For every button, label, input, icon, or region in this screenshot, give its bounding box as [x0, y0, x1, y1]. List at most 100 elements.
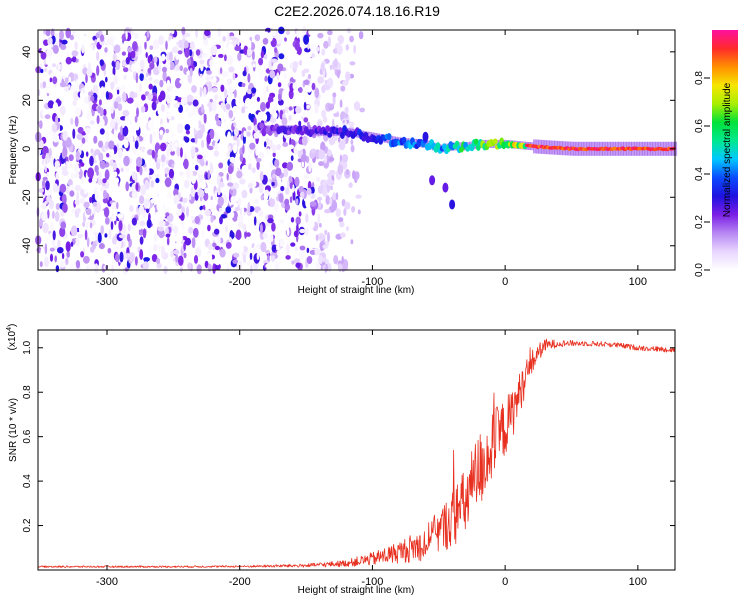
- heatmap-noise-cell: [59, 260, 66, 268]
- heatmap-noise-cell: [125, 240, 129, 248]
- heatmap-noise-cell: [166, 60, 171, 69]
- heatmap-noise-cell: [43, 39, 49, 46]
- heatmap-noise-cell: [40, 247, 45, 258]
- heatmap-noise-cell: [258, 69, 266, 81]
- heatmap-noise-cell: [158, 220, 166, 228]
- heatmap-noise-cell: [318, 161, 324, 167]
- heatmap-noise-cell: [195, 49, 201, 56]
- heatmap-noise-cell: [90, 50, 97, 57]
- heatmap-noise-cell: [166, 191, 172, 199]
- heatmap-noise-cell: [92, 233, 96, 244]
- heatmap-noise-cell: [258, 152, 265, 159]
- heatmap-noise-cell: [179, 147, 183, 158]
- heatmap-noise-cell: [135, 182, 139, 191]
- heatmap-noise-cell: [226, 264, 230, 273]
- heatmap-x-tick-label: -200: [229, 276, 251, 288]
- heatmap-noise-cell: [184, 32, 191, 38]
- heatmap-noise-cell: [291, 260, 295, 265]
- heatmap-noise-cell: [105, 76, 108, 83]
- heatmap-noise-cell: [61, 39, 68, 45]
- heatmap-noise-cell: [333, 58, 338, 69]
- heatmap-noise-cell: [190, 175, 197, 184]
- heatmap-noise-cell: [249, 252, 253, 260]
- heatmap-noise-cell: [49, 77, 53, 83]
- heatmap-noise-cell: [264, 249, 271, 254]
- heatmap-noise-cell: [333, 112, 340, 118]
- heatmap-noise-cell: [269, 233, 274, 243]
- heatmap-noise-cell: [106, 37, 114, 46]
- heatmap-noise-cell: [131, 63, 135, 73]
- heatmap-noise-cell: [131, 171, 137, 181]
- heatmap-noise-cell: [200, 73, 203, 78]
- heatmap-noise-cell: [327, 103, 335, 109]
- heatmap-noise-cell: [175, 254, 179, 263]
- heatmap-noise-cell: [76, 208, 81, 214]
- heatmap-noise-cell: [125, 81, 129, 90]
- heatmap-noise-cell: [115, 253, 120, 263]
- heatmap-noise-cell: [287, 144, 295, 150]
- heatmap-noise-cell: [242, 246, 248, 253]
- heatmap-noise-cell: [92, 241, 97, 250]
- heatmap-noise-cell: [317, 213, 321, 225]
- snr-y-tick-label: 0.8: [22, 385, 33, 399]
- heatmap-noise-cell: [148, 83, 153, 90]
- heatmap-noise-cell: [264, 75, 268, 82]
- heatmap-noise-cell: [256, 161, 260, 170]
- heatmap-noise-cell: [81, 44, 85, 54]
- heatmap-noise-cell: [130, 30, 135, 36]
- heatmap-signal-cell: [325, 125, 330, 132]
- heatmap-noise-cell: [212, 178, 216, 185]
- heatmap-noise-cell: [313, 67, 317, 74]
- heatmap-noise-cell: [227, 131, 232, 142]
- heatmap-noise-cell: [141, 94, 146, 101]
- heatmap-noise-cell: [294, 176, 300, 187]
- heatmap-noise-cell: [43, 159, 46, 168]
- heatmap-noise-cell: [81, 137, 86, 144]
- heatmap-noise-cell: [98, 99, 102, 106]
- heatmap-noise-cell: [319, 223, 322, 228]
- heatmap-noise-cell: [65, 241, 71, 252]
- heatmap-noise-cell: [237, 245, 244, 253]
- heatmap-noise-cell: [138, 44, 143, 55]
- heatmap-noise-cell: [253, 132, 260, 139]
- heatmap-noise-cell: [133, 102, 139, 108]
- heatmap-noise-cell: [165, 212, 170, 217]
- heatmap-noise-cell: [83, 255, 90, 264]
- heatmap-noise-cell: [47, 138, 53, 144]
- heatmap-noise-cell: [233, 252, 240, 258]
- heatmap-noise-cell: [284, 46, 289, 52]
- heatmap-noise-cell: [262, 37, 269, 45]
- heatmap-noise-cell: [47, 209, 50, 219]
- heatmap-noise-cell: [152, 39, 160, 50]
- heatmap-noise-cell: [110, 106, 114, 114]
- heatmap-noise-cell: [314, 103, 319, 114]
- heatmap-noise-cell: [45, 180, 50, 191]
- heatmap-noise-cell: [190, 146, 196, 157]
- heatmap-noise-cell: [122, 110, 130, 117]
- heatmap-noise-cell: [179, 65, 184, 72]
- heatmap-noise-cell: [184, 124, 191, 131]
- heatmap-noise-cell: [266, 238, 270, 244]
- heatmap-noise-cell: [258, 182, 264, 194]
- heatmap-signal-cell: [492, 138, 498, 145]
- heatmap-noise-cell: [52, 123, 57, 132]
- heatmap-noise-cell: [166, 148, 170, 158]
- heatmap-noise-cell: [226, 96, 231, 104]
- heatmap-noise-cell: [303, 34, 310, 45]
- heatmap-noise-cell: [147, 55, 151, 64]
- heatmap-noise-cell: [161, 53, 166, 62]
- heatmap-noise-cell: [76, 244, 82, 255]
- heatmap-noise-cell: [82, 35, 88, 45]
- heatmap-noise-cell: [284, 234, 288, 244]
- heatmap-noise-cell: [176, 175, 183, 182]
- heatmap-noise-cell: [328, 157, 335, 162]
- heatmap-noise-cell: [74, 116, 79, 127]
- heatmap-noise-cell: [203, 113, 207, 124]
- heatmap-noise-cell: [225, 225, 228, 233]
- heatmap-noise-cell: [314, 248, 321, 256]
- heatmap-noise-cell: [153, 56, 158, 63]
- heatmap-noise-cell: [55, 172, 59, 180]
- heatmap-noise-cell: [115, 96, 122, 103]
- heatmap-noise-cell: [118, 162, 122, 170]
- heatmap-noise-cell: [194, 120, 199, 130]
